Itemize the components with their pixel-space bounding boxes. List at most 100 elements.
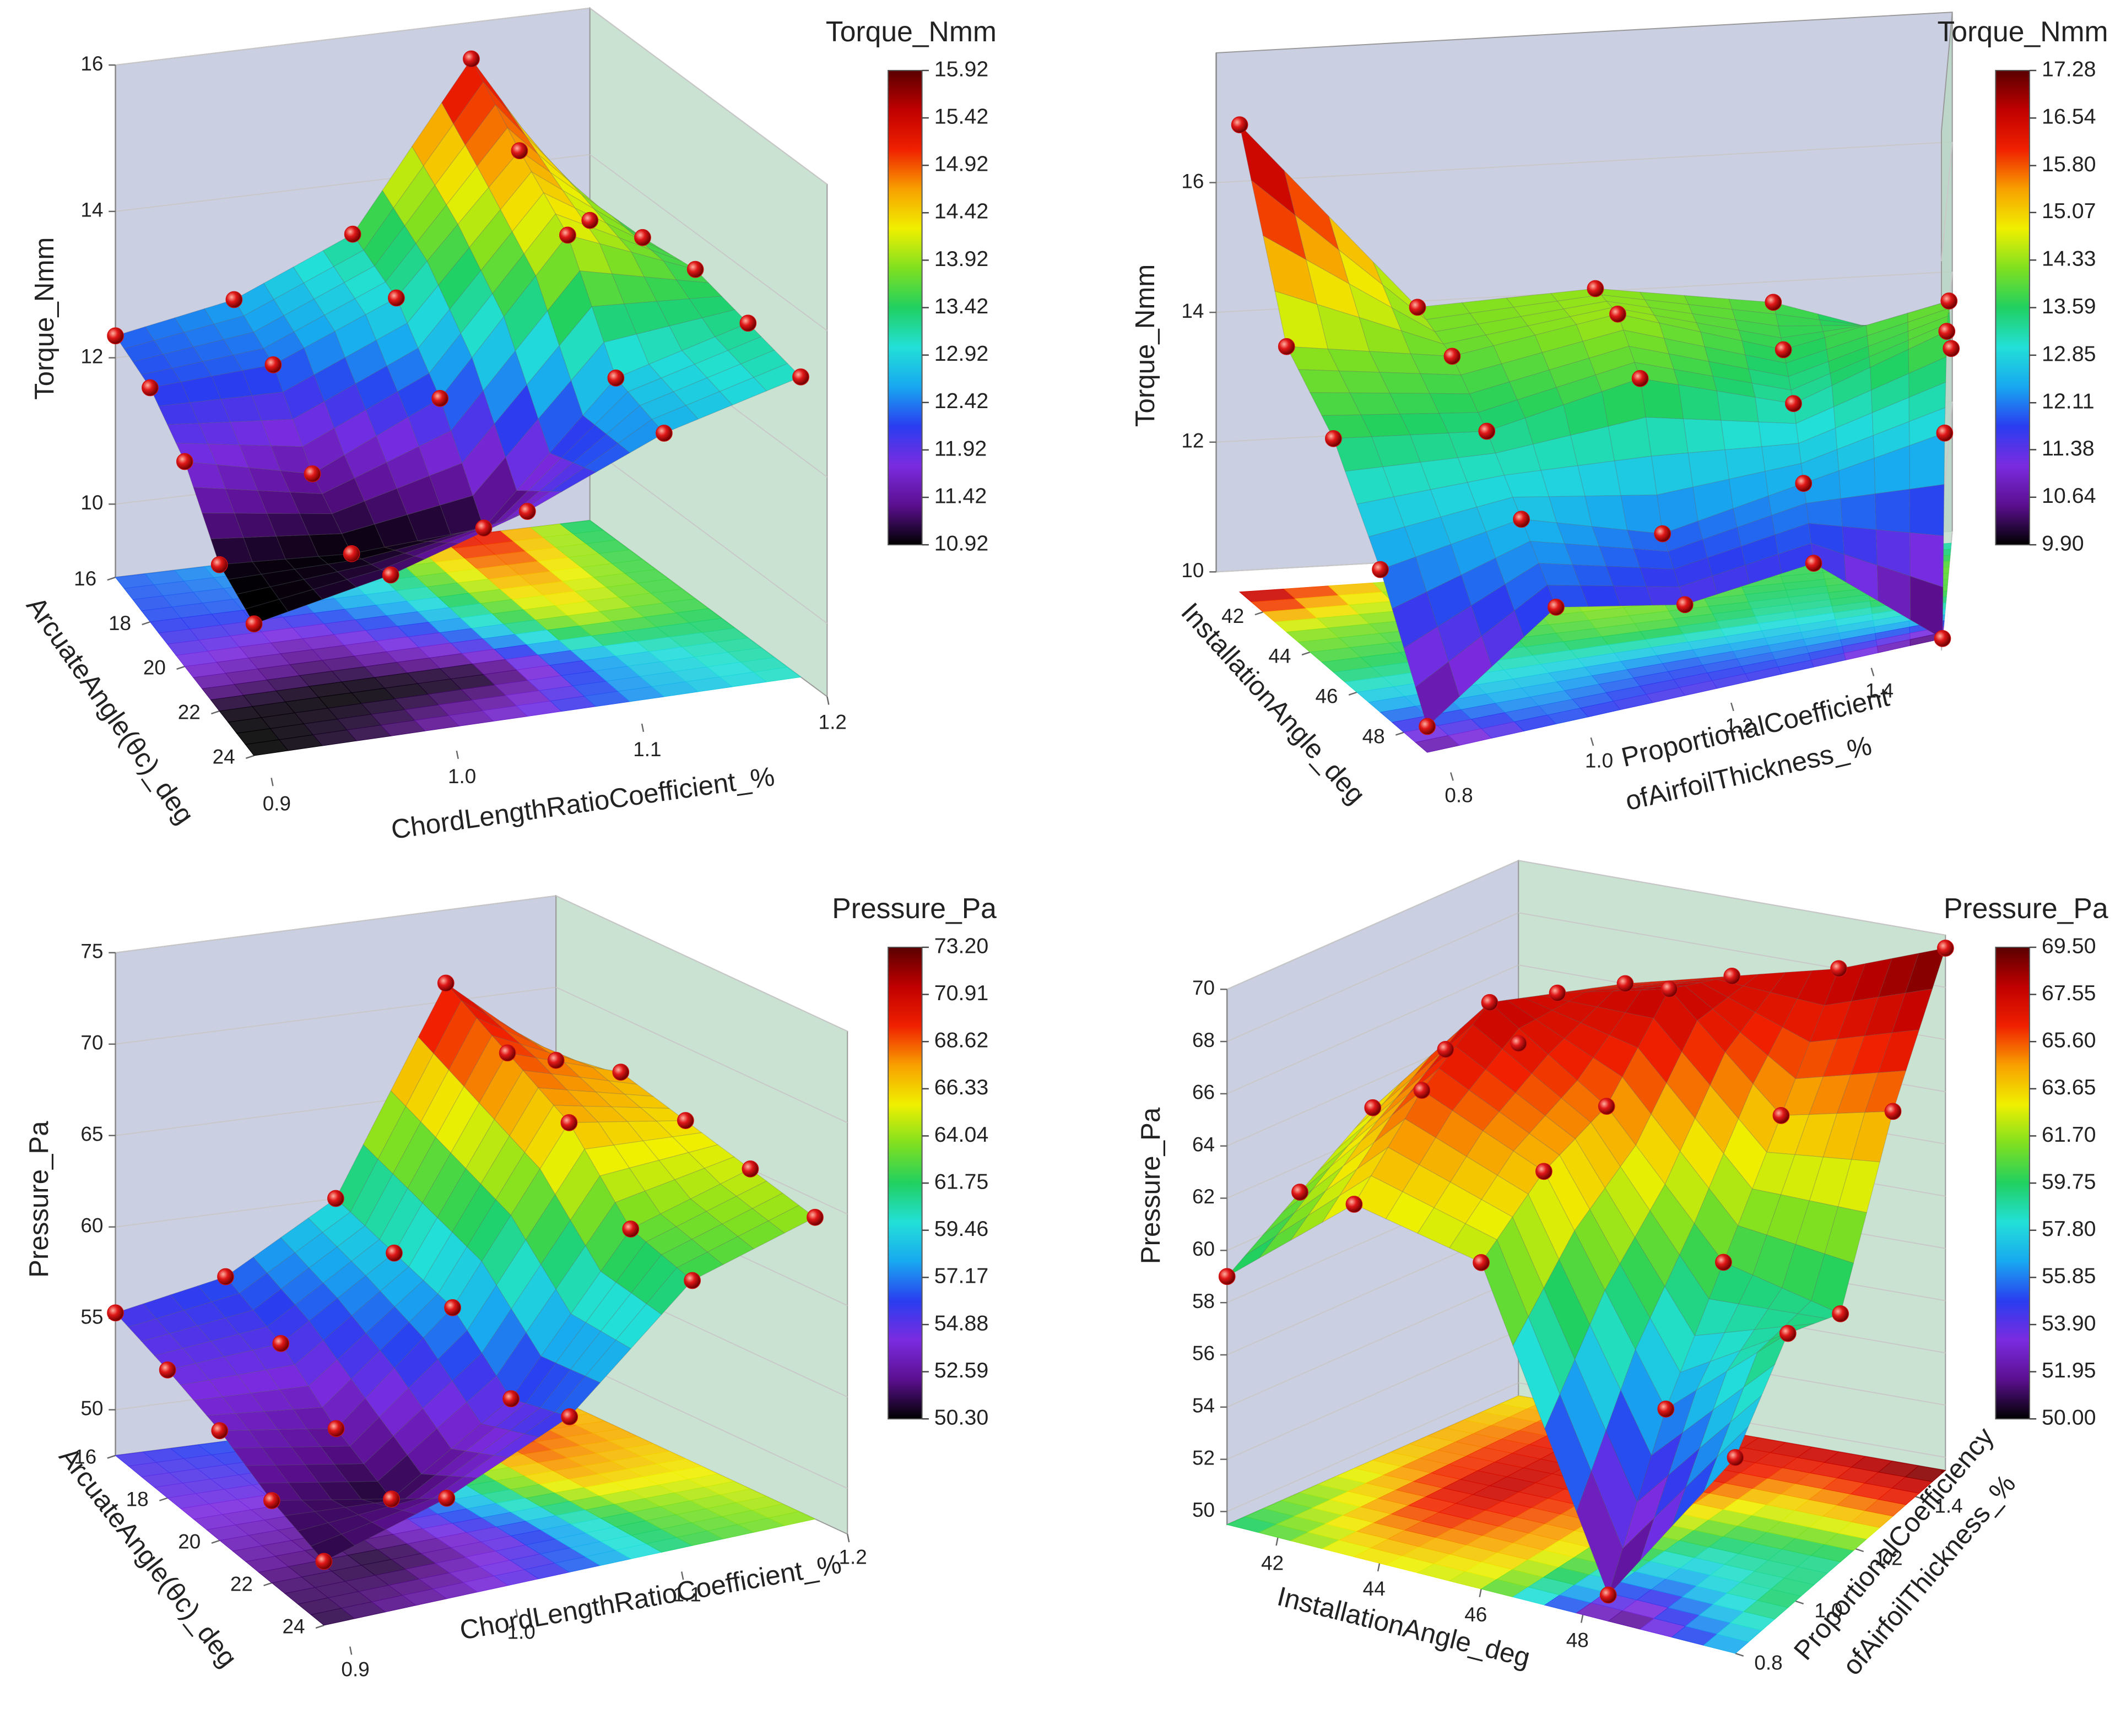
y-tick bbox=[211, 1539, 220, 1544]
y-tick-label: 20 bbox=[143, 657, 166, 679]
colorbar-tick-label: 70.91 bbox=[934, 981, 989, 1005]
y-tick-label: 24 bbox=[282, 1615, 305, 1638]
y-tick-label: 42 bbox=[1221, 605, 1244, 627]
colorbar-tick-label: 16.54 bbox=[2042, 105, 2096, 129]
z-tick-label: 56 bbox=[1192, 1342, 1215, 1365]
colorbar-tick-label: 51.95 bbox=[2042, 1358, 2096, 1382]
data-point bbox=[1481, 994, 1499, 1011]
x-tick-label: 44 bbox=[1363, 1577, 1386, 1600]
colorbar-tick-label: 53.90 bbox=[2042, 1311, 2096, 1335]
grid-line bbox=[589, 447, 827, 624]
data-point bbox=[1657, 1401, 1675, 1418]
data-point bbox=[1676, 596, 1694, 614]
surface-patch bbox=[1415, 661, 1460, 728]
data-point bbox=[388, 289, 405, 307]
data-point bbox=[502, 1390, 520, 1408]
grid-line bbox=[555, 986, 848, 1124]
y-tick-label: 16 bbox=[74, 567, 96, 590]
colorbar bbox=[1995, 69, 2030, 546]
data-point bbox=[1715, 1254, 1732, 1271]
data-point bbox=[1364, 1099, 1382, 1116]
data-point bbox=[1548, 599, 1565, 616]
colorbar-tick-label: 14.33 bbox=[2042, 247, 2096, 271]
y-tick bbox=[107, 577, 116, 581]
z-tick-label: 12 bbox=[1181, 430, 1204, 452]
x-tick-label: 1.2 bbox=[1725, 714, 1753, 737]
y-tick-label: 1.2 bbox=[1874, 1547, 1902, 1570]
y-tick-label: 24 bbox=[213, 746, 235, 768]
z-tick-label: 50 bbox=[1192, 1499, 1215, 1521]
x-tick bbox=[826, 696, 830, 705]
x-tick-label: 1.2 bbox=[819, 711, 847, 734]
surface-patch bbox=[1783, 1313, 1829, 1327]
z-tick-label: 60 bbox=[1192, 1238, 1215, 1260]
colorbar-tick-label: 63.65 bbox=[2042, 1075, 2096, 1099]
x-tick bbox=[271, 778, 274, 786]
y-tick-label: 48 bbox=[1362, 725, 1385, 747]
x-tick bbox=[641, 723, 645, 732]
colorbar-title: Pressure_Pa bbox=[832, 892, 997, 924]
colorbar-tick-label: 59.75 bbox=[2042, 1169, 2096, 1194]
floor-contour bbox=[1905, 1465, 1946, 1482]
data-point bbox=[1513, 511, 1530, 528]
surface-patch bbox=[413, 542, 459, 560]
surface-patch bbox=[371, 1510, 417, 1531]
surface-chart: 10 12 14 16 0.9 1.0 1.1 1.2 16 18 20 22 24 ChordLengt… bbox=[20, 7, 997, 845]
grid-line bbox=[1226, 1278, 1519, 1408]
data-point bbox=[107, 327, 124, 345]
x-tick bbox=[1580, 1614, 1584, 1623]
x-tick bbox=[1730, 702, 1734, 712]
data-point bbox=[431, 389, 449, 407]
colorbar-tick-label: 12.85 bbox=[2042, 341, 2096, 366]
y-tick-label: 0.8 bbox=[1754, 1651, 1782, 1674]
colorbar-tick-label: 14.92 bbox=[934, 152, 989, 176]
z-tick-label: 14 bbox=[1181, 300, 1204, 322]
surface-patch bbox=[1810, 1253, 1854, 1315]
z-tick-label: 10 bbox=[80, 491, 103, 514]
colorbar-tick-label: 13.92 bbox=[934, 247, 989, 271]
surface-patch bbox=[615, 1303, 662, 1349]
data-point bbox=[1510, 1034, 1527, 1052]
grid-line bbox=[555, 895, 848, 1032]
grid-line bbox=[1226, 860, 1519, 990]
y-tick bbox=[263, 1582, 272, 1587]
data-point bbox=[656, 425, 673, 442]
data-point bbox=[1785, 395, 1802, 413]
x-tick bbox=[456, 750, 459, 760]
surface-patch bbox=[1909, 484, 1945, 536]
y-tick-label: 18 bbox=[109, 612, 131, 634]
colorbar-tick-label: 57.80 bbox=[2042, 1217, 2096, 1241]
y-tick bbox=[107, 1455, 116, 1459]
z-tick-label: 10 bbox=[1181, 559, 1204, 582]
data-point bbox=[1413, 1082, 1431, 1099]
x-tick-label: 0.9 bbox=[341, 1658, 369, 1681]
data-point bbox=[1409, 299, 1426, 316]
x-tick-label: 1.0 bbox=[448, 765, 476, 788]
data-point bbox=[1727, 1449, 1744, 1466]
data-point bbox=[1779, 1325, 1797, 1342]
data-point bbox=[343, 545, 360, 562]
data-point bbox=[1765, 294, 1782, 311]
colorbar-tick-label: 59.46 bbox=[934, 1217, 989, 1241]
colorbar-tick-label: 15.42 bbox=[934, 104, 989, 128]
y-tick bbox=[1915, 1496, 1924, 1500]
x-tick-label: 0.9 bbox=[263, 792, 291, 815]
surface-patch bbox=[1614, 455, 1658, 496]
surface-patch bbox=[1448, 636, 1492, 697]
data-point bbox=[475, 519, 493, 537]
z-tick-label: 58 bbox=[1192, 1290, 1215, 1312]
colorbar-tick-label: 61.70 bbox=[2042, 1122, 2096, 1147]
data-point bbox=[607, 370, 625, 387]
data-point bbox=[561, 1408, 578, 1425]
floor-contour bbox=[753, 666, 802, 682]
data-point bbox=[1345, 1196, 1363, 1213]
colorbar-title: Pressure_Pa bbox=[1944, 892, 2108, 924]
data-point bbox=[1631, 370, 1649, 387]
colorbar bbox=[888, 69, 923, 546]
z-tick-label: 64 bbox=[1192, 1133, 1215, 1155]
y-tick bbox=[1735, 1652, 1744, 1657]
data-point bbox=[386, 1244, 403, 1262]
surface-patch bbox=[1720, 420, 1762, 451]
colorbar-tick-label: 73.20 bbox=[934, 934, 989, 958]
data-point bbox=[142, 379, 159, 397]
